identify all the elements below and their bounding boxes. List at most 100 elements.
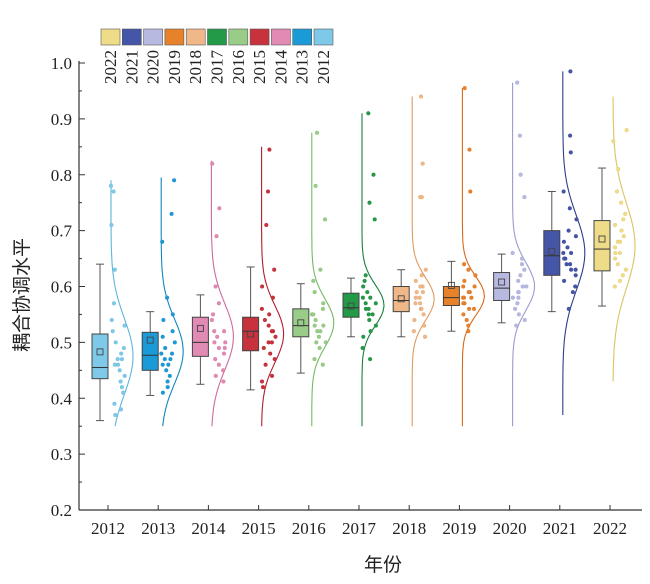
data-point	[172, 178, 177, 183]
box-group-2013	[141, 177, 184, 427]
data-point	[420, 161, 425, 166]
legend-label: 2019	[165, 50, 184, 84]
data-point	[169, 351, 175, 356]
data-point	[613, 250, 618, 256]
data-point	[373, 301, 378, 306]
data-point	[568, 262, 573, 267]
data-point	[514, 323, 519, 328]
data-point	[259, 379, 265, 384]
data-point	[168, 357, 173, 362]
legend-label: 2013	[293, 50, 312, 84]
data-point	[221, 351, 227, 356]
density-curve	[612, 96, 636, 382]
y-tick-label: 1.0	[51, 54, 72, 73]
box-group-2017	[342, 111, 385, 427]
data-point	[462, 86, 467, 91]
data-point	[217, 206, 222, 211]
data-point	[118, 379, 123, 384]
data-point	[160, 390, 165, 395]
data-point	[268, 351, 273, 356]
data-point	[210, 312, 216, 317]
data-point	[322, 217, 328, 222]
data-point	[615, 262, 620, 267]
data-point	[461, 312, 466, 317]
density-curve	[110, 180, 134, 427]
data-point	[419, 306, 424, 311]
mean-marker	[146, 336, 154, 344]
data-point	[565, 245, 570, 250]
data-point	[422, 334, 428, 339]
data-point	[566, 228, 571, 233]
data-point	[619, 200, 624, 205]
data-point	[314, 130, 320, 135]
data-point	[518, 172, 523, 177]
data-point	[517, 133, 522, 138]
data-point	[420, 290, 425, 295]
data-point	[413, 301, 418, 306]
data-point	[365, 290, 370, 295]
box-group-2019	[442, 86, 485, 427]
data-point	[466, 290, 471, 295]
box	[392, 286, 410, 313]
data-point	[122, 373, 127, 378]
data-point	[368, 329, 373, 334]
data-point	[613, 256, 618, 261]
box-group-2022	[593, 96, 636, 382]
data-point	[272, 357, 277, 362]
mean-marker	[96, 348, 104, 356]
data-point	[510, 295, 515, 300]
data-point	[569, 250, 574, 256]
data-point	[265, 189, 271, 194]
legend-swatch-2022	[100, 28, 121, 46]
data-point	[115, 362, 121, 367]
data-point	[373, 323, 378, 328]
data-point	[321, 323, 326, 328]
y-tick-label: 0.7	[51, 222, 73, 241]
y-tick-label: 0.8	[51, 166, 72, 185]
mean-marker	[196, 324, 204, 332]
data-point	[370, 312, 375, 317]
data-point	[169, 211, 174, 216]
data-point	[573, 273, 578, 278]
box	[593, 220, 611, 272]
data-point	[414, 290, 419, 295]
data-point	[323, 340, 328, 345]
data-point	[214, 234, 219, 239]
mean-marker	[347, 302, 355, 310]
data-point	[466, 329, 471, 334]
data-point	[221, 379, 226, 384]
data-point	[612, 284, 617, 289]
legend-label: 2022	[101, 50, 120, 84]
data-point	[468, 189, 473, 194]
x-axis-title: 年份	[364, 554, 402, 576]
box-group-2014	[191, 160, 234, 427]
data-point	[170, 329, 175, 334]
data-point	[617, 250, 622, 256]
x-tick-label: 2022	[593, 519, 627, 538]
axes: 0.2 0.3 0.4 0.5 0.6 0.7 0.8 0.9 1.0 2012 2013 2014 2…	[51, 54, 642, 538]
data-point	[366, 312, 371, 317]
data-point	[617, 239, 623, 244]
data-point	[119, 357, 124, 362]
data-point	[473, 273, 478, 278]
data-point	[466, 323, 471, 328]
data-point	[164, 368, 169, 373]
data-point	[320, 306, 325, 311]
data-point	[361, 334, 366, 339]
x-tick-label: 2018	[392, 519, 426, 538]
data-point	[312, 323, 317, 328]
legend-label: 2020	[144, 50, 163, 84]
data-point	[165, 295, 170, 300]
data-point	[472, 284, 477, 289]
data-point	[621, 234, 626, 239]
x-tick-label: 2021	[543, 519, 577, 538]
data-point	[567, 206, 572, 211]
data-point	[160, 334, 165, 339]
data-point	[313, 183, 318, 188]
data-point	[561, 189, 566, 194]
data-point	[467, 147, 472, 152]
data-point	[362, 278, 367, 283]
legend-label: 2021	[122, 50, 141, 84]
data-point	[111, 189, 116, 194]
